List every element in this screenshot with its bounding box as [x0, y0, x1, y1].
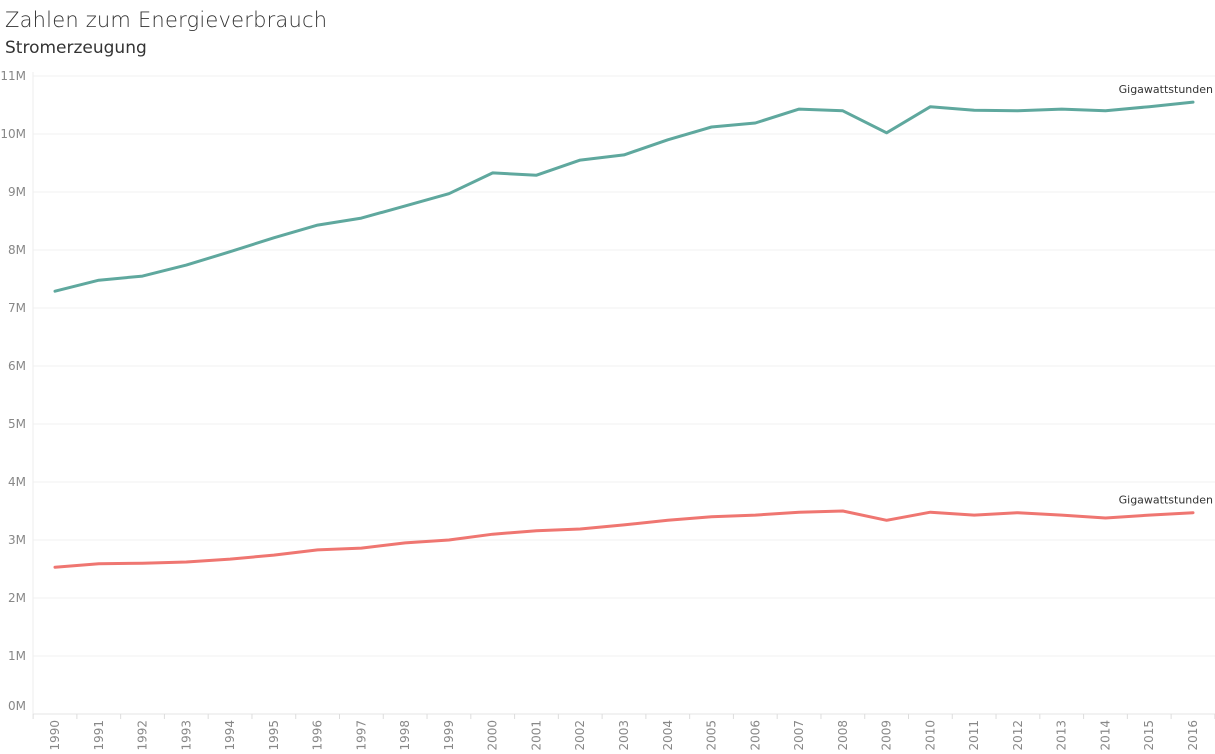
x-tick-label: 2010: [923, 720, 937, 751]
x-tick-label: 2006: [748, 720, 762, 751]
x-tick-label: 2007: [792, 720, 806, 751]
x-tick-label: 2001: [529, 720, 543, 751]
x-tick-label: 2013: [1055, 720, 1069, 751]
x-tick-label: 1990: [48, 720, 62, 751]
y-tick-label: 1M: [8, 649, 26, 663]
y-tick-label: 9M: [8, 185, 26, 199]
x-tick-label: 2004: [661, 720, 675, 751]
x-tick-label: 1997: [354, 720, 368, 751]
x-tick-label: 2014: [1098, 720, 1112, 751]
x-tick-label: 2003: [617, 720, 631, 751]
y-tick-label: 10M: [0, 127, 26, 141]
x-tick-label: 1991: [92, 720, 106, 751]
x-tick-label: 1993: [179, 720, 193, 751]
x-tick-label: 2011: [967, 720, 981, 751]
y-tick-label: 7M: [8, 301, 26, 315]
x-tick-label: 2016: [1186, 720, 1200, 751]
chart-subtitle: Stromerzeugung: [5, 38, 147, 58]
x-tick-label: 1999: [442, 720, 456, 751]
y-tick-label: 0M: [8, 699, 26, 713]
x-tick-label: 1995: [267, 720, 281, 751]
x-tick-label: 2015: [1142, 720, 1156, 751]
series-line-0: [53, 100, 1195, 293]
series-line-1: [53, 509, 1195, 569]
x-tick-label: 2012: [1011, 720, 1025, 751]
y-tick-label: 2M: [8, 591, 26, 605]
x-tick-label: 2000: [486, 720, 500, 751]
x-tick-label: 2008: [836, 720, 850, 751]
x-tick-label: 1994: [223, 720, 237, 751]
y-tick-label: 11M: [0, 69, 26, 83]
x-tick-label: 2002: [573, 720, 587, 751]
y-tick-label: 6M: [8, 359, 26, 373]
y-tick-label: 3M: [8, 533, 26, 547]
x-tick-label: 1992: [136, 720, 150, 751]
y-tick-label: 8M: [8, 243, 26, 257]
x-tick-label: 2005: [705, 720, 719, 751]
chart-title: Zahlen zum Energieverbrauch: [5, 8, 328, 32]
x-tick-label: 1996: [311, 720, 325, 751]
series-label: Gigawattstunden: [1119, 83, 1213, 96]
y-tick-label: 4M: [8, 475, 26, 489]
y-tick-label: 5M: [8, 417, 26, 431]
series-label: Gigawattstunden: [1119, 494, 1213, 507]
x-tick-label: 1998: [398, 720, 412, 751]
x-tick-label: 2009: [880, 720, 894, 751]
